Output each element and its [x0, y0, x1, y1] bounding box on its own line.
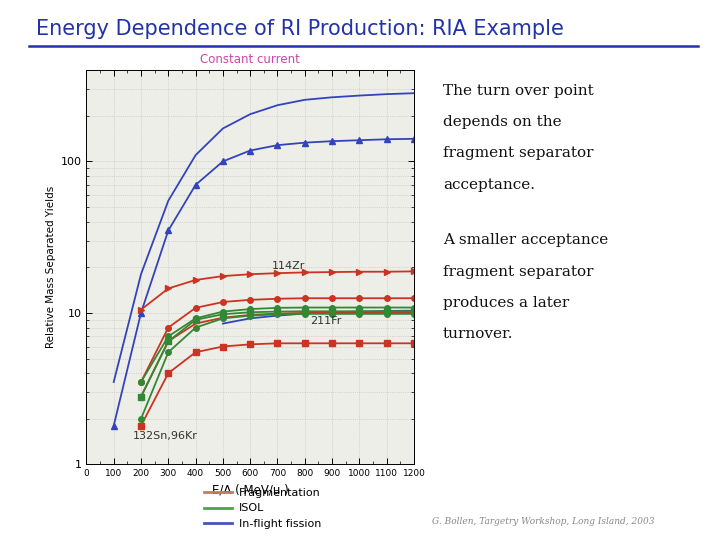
Text: acceptance.: acceptance. [443, 178, 535, 192]
Text: fragment separator: fragment separator [443, 265, 593, 279]
Text: turnover.: turnover. [443, 327, 513, 341]
Text: 114Zr: 114Zr [272, 261, 305, 271]
Text: NSCL: NSCL [665, 531, 685, 537]
Text: 211Fr: 211Fr [310, 316, 341, 326]
Text: 110Zr: 110Zr [0, 539, 1, 540]
Text: 11Li: 11Li [0, 539, 1, 540]
Text: G. Bollen, Targetry Workshop, Long Island, 2003: G. Bollen, Targetry Workshop, Long Islan… [432, 517, 654, 526]
Text: 80Zr: 80Zr [0, 539, 1, 540]
Text: fragment separator: fragment separator [443, 146, 593, 160]
Y-axis label: Relative Mass Separated Yields: Relative Mass Separated Yields [46, 186, 56, 348]
Text: 138Sn: 138Sn [0, 539, 1, 540]
Text: depends on the: depends on the [443, 115, 562, 129]
Text: The turn over point: The turn over point [443, 84, 593, 98]
Text: produces a later: produces a later [443, 296, 569, 310]
X-axis label: E/A ( MeV/u ): E/A ( MeV/u ) [212, 484, 289, 497]
Text: A smaller acceptance: A smaller acceptance [443, 233, 608, 247]
Text: Energy Dependence of RI Production: RIA Example: Energy Dependence of RI Production: RIA … [36, 19, 564, 39]
Text: 132Sn,96Kr: 132Sn,96Kr [132, 430, 198, 441]
Legend: Fragmentation, ISOL, In-flight fission: Fragmentation, ISOL, In-flight fission [200, 483, 325, 534]
Text: 78Ni: 78Ni [0, 539, 1, 540]
Title: Constant current: Constant current [200, 53, 300, 66]
Text: 159Nd: 159Nd [0, 539, 1, 540]
